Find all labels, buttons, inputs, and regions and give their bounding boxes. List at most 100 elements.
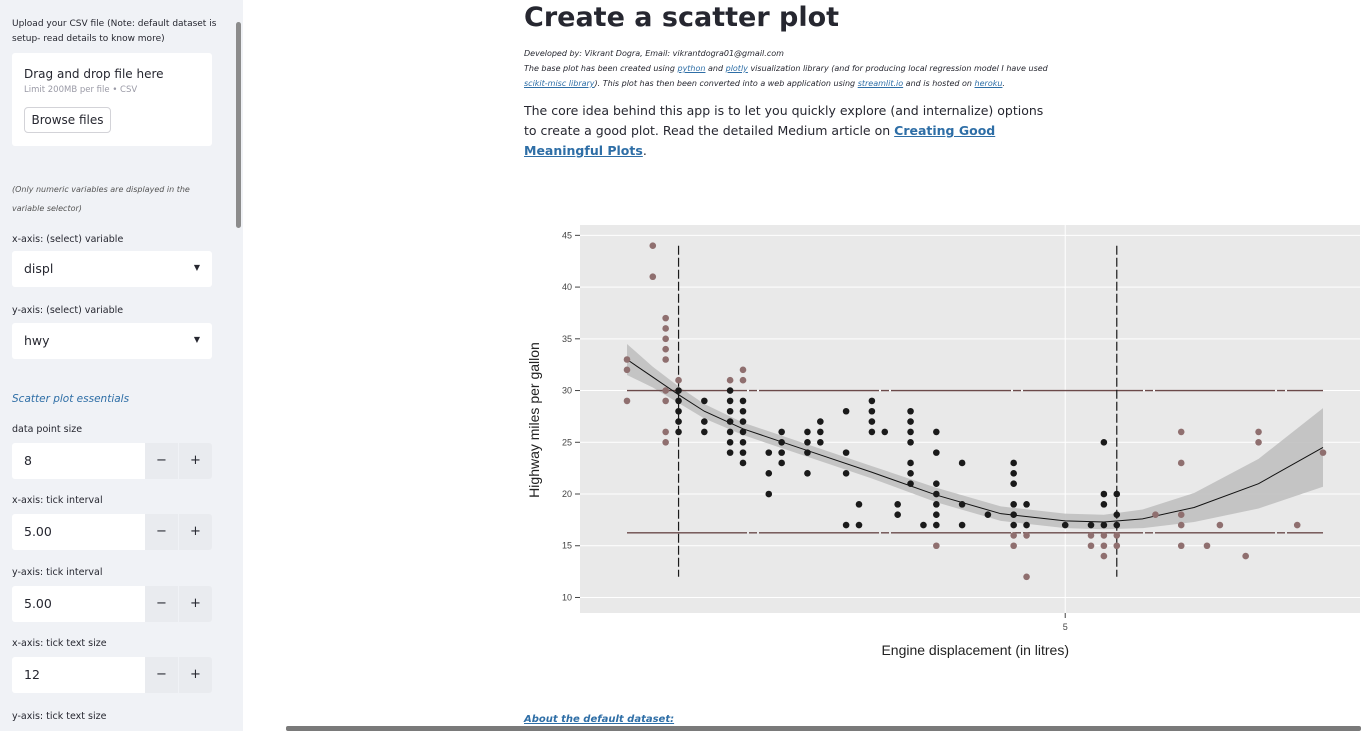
data-point <box>855 521 863 529</box>
data-point <box>726 397 734 405</box>
uploader-title: Drag and drop file here <box>24 67 164 81</box>
data-point <box>675 418 682 425</box>
y-tick-interval-increment-button[interactable]: + <box>179 586 212 622</box>
data-point <box>933 542 940 550</box>
horizontal-scrollbar[interactable] <box>286 726 1361 731</box>
data-point <box>907 480 914 487</box>
y-tick-label: 45 <box>562 230 572 240</box>
data-point <box>778 459 785 467</box>
y-axis-label: Highway miles per gallon <box>526 342 542 498</box>
data-point <box>933 490 940 498</box>
data-point <box>1100 490 1108 498</box>
data-point <box>920 521 927 529</box>
x-tick-size-value: 12 <box>24 667 40 682</box>
data-point <box>907 438 914 446</box>
data-point <box>1061 521 1069 529</box>
data-point <box>1010 511 1017 519</box>
data-point <box>804 449 811 456</box>
data-point <box>1255 438 1262 446</box>
y-tick-label: 30 <box>562 386 572 396</box>
data-point <box>1100 438 1108 446</box>
data-point <box>958 459 966 467</box>
medium-article-link[interactable]: Creating Good Meaningful Plots <box>524 123 996 158</box>
data-point <box>1177 428 1185 436</box>
point-size-decrement-button[interactable]: − <box>145 443 178 479</box>
data-point <box>1113 542 1121 550</box>
intro-paragraph: The core idea behind this app is to let … <box>524 101 1044 161</box>
data-point <box>1113 532 1121 539</box>
upload-label-line-2: setup- read details to know more) <box>12 34 165 44</box>
data-points <box>623 242 1327 581</box>
data-point <box>623 397 631 405</box>
data-point <box>662 325 669 332</box>
data-point <box>868 397 876 405</box>
y-tick-interval-decrement-button[interactable]: − <box>145 586 178 622</box>
data-point <box>1100 521 1108 529</box>
data-point <box>907 470 914 477</box>
python-link[interactable]: python <box>677 64 706 73</box>
data-point <box>662 438 669 446</box>
y-tick-label: 40 <box>562 282 572 292</box>
x-axis-variable-select[interactable]: displ ▼ <box>12 251 212 287</box>
data-point <box>907 459 914 467</box>
streamlit-link[interactable]: streamlit.io <box>857 79 904 88</box>
data-point <box>623 366 631 374</box>
x-tick-interval-increment-button[interactable]: + <box>179 514 212 550</box>
data-point <box>675 397 682 405</box>
scikit-misc-link[interactable]: scikit-misc library <box>524 79 595 88</box>
scatter-plot: 10 15 20 25 30 35 40 45 5 Engine displacement (i… <box>526 225 1360 658</box>
data-point <box>739 449 747 456</box>
desc-text: and is hosted on <box>903 79 975 88</box>
y-tick-interval-value: 5.00 <box>24 596 52 611</box>
data-point <box>1113 511 1121 519</box>
point-size-input[interactable]: 8 <box>12 443 145 479</box>
data-point <box>662 345 669 353</box>
data-point <box>1152 511 1159 519</box>
data-point <box>765 470 773 477</box>
x-tick-interval-input[interactable]: 5.00 <box>12 514 145 550</box>
data-point <box>868 407 876 415</box>
point-size-value: 8 <box>24 453 32 468</box>
desc-text: ). This plot has then been converted int… <box>594 79 858 88</box>
x-tick-size-decrement-button[interactable]: − <box>145 657 178 693</box>
sidebar-scrollbar[interactable] <box>236 22 241 228</box>
data-point <box>958 501 966 508</box>
developer-credit: Developed by: Vikrant Dogra, Email: vikr… <box>524 49 784 58</box>
data-point <box>1113 490 1121 498</box>
data-point <box>765 490 773 498</box>
data-point <box>804 428 811 436</box>
data-point <box>1242 552 1249 560</box>
heroku-link[interactable]: heroku <box>974 79 1003 88</box>
data-point <box>778 428 785 436</box>
y-tick-interval-input[interactable]: 5.00 <box>12 586 145 622</box>
data-point <box>1087 532 1095 539</box>
point-size-increment-button[interactable]: + <box>179 443 212 479</box>
browse-files-button[interactable]: Browse files <box>24 107 111 133</box>
data-point <box>1087 521 1095 529</box>
data-point <box>842 449 850 456</box>
plotly-link[interactable]: plotly <box>725 64 748 73</box>
data-point <box>765 449 773 456</box>
data-point <box>726 418 734 425</box>
x-tick-interval-stepper: 5.00 − + <box>12 514 212 550</box>
data-point <box>1203 542 1211 550</box>
desc-text: visualization library (and for producing… <box>747 64 1048 73</box>
data-point <box>958 521 966 529</box>
data-point <box>1100 542 1108 550</box>
data-point <box>1177 511 1185 519</box>
x-tick-interval-decrement-button[interactable]: − <box>145 514 178 550</box>
data-point <box>868 418 876 425</box>
numeric-variables-note: (Only numeric variables are displayed in… <box>12 180 190 218</box>
about-dataset-link[interactable]: About the default dataset: <box>524 714 675 725</box>
data-point <box>933 428 940 436</box>
file-uploader[interactable]: Drag and drop file here Limit 200MB per … <box>12 53 212 146</box>
x-tick-label: 5 <box>1063 622 1068 632</box>
x-tick-size-increment-button[interactable]: + <box>179 657 212 693</box>
page-title: Create a scatter plot <box>524 2 840 33</box>
x-tick-size-input[interactable]: 12 <box>12 657 145 693</box>
y-tick-label: 25 <box>562 437 572 447</box>
data-point <box>881 428 889 436</box>
y-axis-variable-select[interactable]: hwy ▼ <box>12 323 212 359</box>
data-point <box>933 449 940 456</box>
data-point <box>817 428 824 436</box>
